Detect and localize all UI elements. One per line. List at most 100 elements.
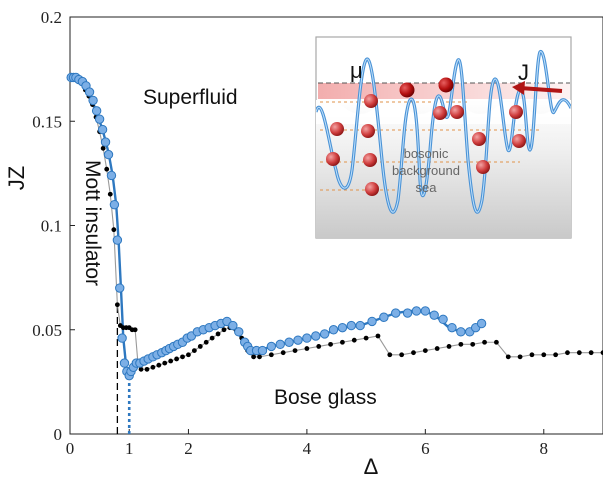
- black-data-point: [138, 366, 144, 372]
- black-data-point: [328, 341, 333, 347]
- blue-data-point: [257, 345, 268, 356]
- black-data-point: [114, 302, 120, 308]
- x-tick-label: 2: [184, 439, 193, 458]
- y-tick-label: 0.1: [41, 217, 62, 236]
- inset-j-symbol: J: [518, 60, 529, 85]
- blue-data-point: [391, 308, 401, 318]
- blue-data-point: [402, 308, 413, 318]
- black-data-point: [387, 352, 393, 358]
- blue-data-point: [337, 322, 348, 333]
- blue-data-point: [88, 95, 98, 106]
- black-data-point: [588, 350, 594, 356]
- black-data-point: [144, 366, 150, 372]
- blue-data-point: [438, 314, 448, 325]
- black-data-point: [268, 352, 274, 358]
- black-data-point: [111, 227, 117, 233]
- black-data-point: [351, 337, 357, 343]
- phase-boundaries: [116, 304, 131, 434]
- black-data-point: [197, 344, 203, 349]
- inset-mu-symbol: μ: [350, 58, 363, 83]
- black-data-point: [132, 327, 138, 333]
- superfluid-label: Superfluid: [143, 86, 238, 109]
- blue-data-point: [100, 137, 111, 147]
- blue-data-point: [112, 235, 123, 245]
- blue-data-point: [91, 106, 102, 116]
- black-data-point: [257, 354, 262, 360]
- black-data-point: [600, 350, 603, 356]
- blue-data-point: [234, 327, 244, 337]
- blue-data-point: [293, 335, 303, 345]
- inset-schematic: μ J bosonic background sea: [315, 36, 572, 239]
- inset-sea-label-3: sea: [416, 180, 438, 195]
- blue-data-point: [106, 170, 117, 181]
- inset-sea-label-2: background: [392, 163, 460, 178]
- blue-data-point: [476, 318, 487, 329]
- blue-data-point: [429, 310, 439, 320]
- black-data-point: [174, 356, 180, 362]
- blue-data-point: [117, 333, 127, 343]
- black-data-point: [411, 350, 416, 356]
- black-data-point: [203, 339, 209, 345]
- blue-data-point: [228, 320, 238, 331]
- black-data-point: [180, 354, 185, 360]
- blue-data-point: [447, 322, 457, 333]
- black-data-point: [541, 352, 547, 358]
- black-data-point: [251, 354, 256, 360]
- tunneling-arrow: [512, 81, 563, 95]
- black-data-point: [422, 348, 428, 353]
- black-data-point: [446, 344, 452, 349]
- y-axis-label: JZ: [4, 166, 29, 190]
- black-data-point: [458, 341, 464, 347]
- black-data-point: [191, 348, 197, 353]
- inset-sea-label-1: bosonic: [404, 146, 449, 161]
- black-data-point: [156, 362, 162, 368]
- black-data-point: [399, 352, 405, 358]
- x-tick-label: 0: [66, 439, 75, 458]
- black-data-point: [221, 327, 227, 333]
- blue-data-point: [411, 306, 422, 316]
- blue-data-point: [420, 306, 431, 316]
- black-data-point: [517, 354, 523, 360]
- blue-data-point: [311, 331, 321, 341]
- blue-data-point: [319, 329, 330, 339]
- black-data-point: [434, 346, 440, 351]
- black-data-point: [280, 350, 286, 356]
- blue-data-point: [84, 87, 95, 97]
- black-data-point: [505, 354, 511, 360]
- black-data-point: [100, 145, 106, 151]
- black-data-point: [150, 364, 156, 370]
- black-data-point: [553, 352, 559, 358]
- black-data-point: [186, 352, 191, 358]
- black-data-point: [470, 341, 476, 347]
- black-data-point: [316, 344, 322, 349]
- blue-data-point: [97, 124, 108, 135]
- blue-data-point: [328, 325, 339, 335]
- black-data-point: [292, 348, 298, 353]
- y-tick-label: 0.05: [32, 321, 62, 340]
- blue-data-point: [367, 316, 377, 327]
- blue-data-point: [119, 358, 130, 368]
- x-tick-label: 8: [540, 439, 549, 458]
- blue-data-point: [302, 333, 312, 343]
- boson-particles: [326, 77, 526, 196]
- blue-data-point: [94, 114, 105, 124]
- black-data-point: [104, 166, 110, 172]
- x-axis-label: Δ: [364, 454, 379, 477]
- black-data-point: [576, 350, 582, 356]
- black-data-point: [209, 335, 215, 341]
- black-data-point: [304, 346, 310, 351]
- y-tick-label: 0: [54, 425, 63, 444]
- blue-data-point: [379, 312, 389, 322]
- blue-data-point: [115, 283, 125, 293]
- bose-glass-label: Bose glass: [274, 386, 377, 409]
- y-tick-label: 0.15: [32, 112, 62, 131]
- x-tick-label: 1: [125, 439, 134, 458]
- blue-data-point: [275, 339, 285, 350]
- black-data-point: [215, 331, 221, 337]
- blue-data-point: [346, 320, 357, 331]
- axis-ticks: 0 1 2 4 6 8 0 0.05 0.1 0.15 0.2: [32, 8, 548, 458]
- blue-data-point: [355, 320, 365, 331]
- black-data-point: [565, 350, 570, 356]
- blue-data-point: [456, 327, 466, 337]
